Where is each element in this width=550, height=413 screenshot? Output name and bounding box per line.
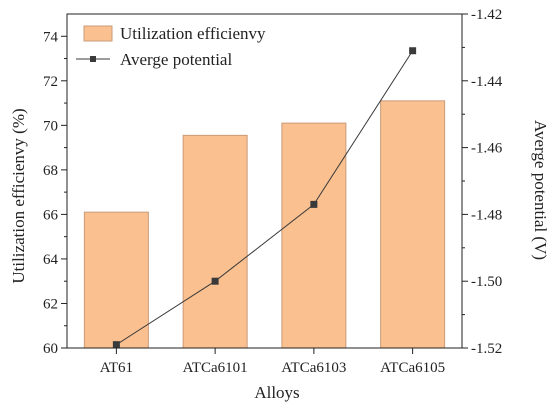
left-axis: 60 62 64 66 68 70 72 74 [43,29,67,357]
potential-point-at61 [112,341,120,349]
left-tick-label: 70 [43,118,58,134]
x-tick-label: ATCa6101 [183,360,248,376]
right-tick-label: -1.48 [471,207,502,223]
potential-point-atca6105 [409,47,417,55]
x-tick-label: AT61 [100,360,133,376]
y-axis-right-label: Averge potential (V) [531,120,550,260]
x-axis-label: Alloys [254,383,299,402]
right-tick-label: -1.52 [471,341,502,357]
legend-swatch-bar [83,25,113,42]
potential-line-path [116,50,414,346]
potential-line [112,47,417,349]
left-tick-label: 74 [43,29,59,45]
potential-point-atca6101 [211,277,219,285]
x-axis: AT61 ATCa6101 ATCa6103 ATCa6105 [100,348,445,376]
x-tick-label: ATCa6105 [380,360,445,376]
bar-atca6101 [182,134,248,349]
legend-label-line: Averge potential [120,50,232,69]
y-axis-left-label: Utilization efficienvy (%) [9,108,28,283]
right-tick-label: -1.42 [471,7,502,23]
x-tick-label: ATCa6103 [281,360,346,376]
left-tick-label: 72 [43,74,58,90]
bar-atca6105 [380,100,446,349]
right-tick-label: -1.50 [471,274,502,290]
right-tick-label: -1.46 [471,141,503,157]
bars [83,100,446,349]
bar-atca6103 [281,122,347,349]
left-tick-label: 64 [43,252,59,268]
right-tick-label: -1.44 [471,74,503,90]
legend: Utilization efficienvy Averge potential [76,24,266,69]
right-axis: -1.52 -1.50 -1.48 -1.46 -1.44 -1.42 [462,7,503,357]
legend-label-bar: Utilization efficienvy [120,24,266,43]
left-tick-label: 60 [43,341,58,357]
left-tick-label: 66 [43,207,59,223]
left-tick-label: 62 [43,296,58,312]
left-tick-label: 68 [43,163,58,179]
bar-at61 [83,211,149,349]
legend-swatch-marker [90,56,96,62]
potential-point-atca6103 [310,200,318,208]
